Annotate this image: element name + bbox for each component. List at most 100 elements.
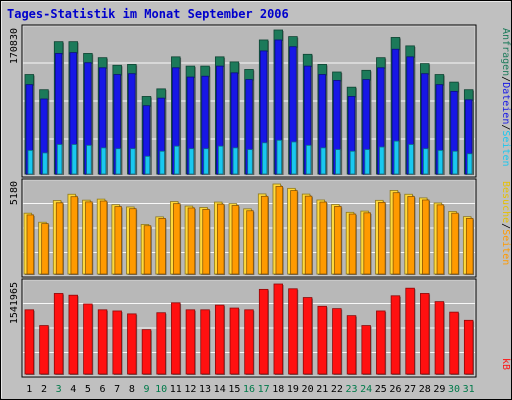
bar-kb [171, 302, 181, 375]
legend-besuche: Besuche [500, 181, 511, 223]
day-label: 27 [404, 384, 416, 395]
bar-seiten-mid [378, 202, 386, 275]
legend-separator: / [500, 124, 511, 130]
bottom-chart-max-label: 1541965 [9, 282, 20, 324]
day-label: 6 [100, 384, 106, 395]
day-label: 15 [228, 384, 240, 395]
bar-seiten [144, 155, 151, 175]
day-label: 8 [129, 384, 135, 395]
day-label: 21 [316, 384, 328, 395]
legend-anfragen: Anfragen [500, 28, 511, 76]
day-label: 11 [170, 384, 182, 395]
bar-seiten-mid [334, 206, 342, 275]
bar-seiten-mid [41, 223, 49, 275]
bar-seiten-mid [363, 212, 371, 275]
bar-seiten [437, 149, 444, 175]
bar-kb [156, 312, 166, 375]
bar-kb [449, 311, 459, 375]
day-label: 25 [375, 384, 387, 395]
legend-separator: / [500, 76, 511, 82]
bar-seiten-mid [187, 207, 196, 275]
chart-title: Tages-Statistik im Monat September 2006 [7, 7, 289, 21]
bar-seiten [130, 148, 136, 175]
bar-seiten [42, 152, 48, 175]
bar-kb [361, 325, 371, 375]
bar-kb [127, 313, 137, 375]
bar-seiten-mid [231, 205, 240, 275]
bar-seiten-mid [392, 192, 401, 275]
bar-seiten [349, 150, 356, 175]
bar-seiten-mid [99, 200, 108, 275]
day-label: 14 [214, 384, 226, 395]
bar-seiten [379, 146, 385, 175]
bar-seiten-mid [348, 213, 357, 275]
bar-kb [141, 329, 152, 375]
day-label: 1 [26, 384, 32, 395]
bar-kb [390, 295, 401, 375]
bar-seiten-mid [26, 214, 35, 275]
day-label: 9 [143, 384, 149, 395]
bar-kb [97, 309, 108, 375]
bar-seiten [276, 139, 283, 175]
bar-seiten-mid [85, 201, 93, 275]
top-chart-legend: Anfragen/Dateien/Seiten [500, 28, 511, 167]
bar-seiten [86, 144, 92, 175]
bar-seiten-mid [465, 218, 474, 275]
bar-seiten-mid [246, 210, 254, 275]
middle-chart-panel [21, 178, 477, 278]
day-label: 20 [302, 384, 314, 395]
day-label: 24 [360, 384, 372, 395]
bar-kb [273, 283, 284, 375]
top-chart-panel [21, 24, 477, 178]
bar-kb [332, 308, 342, 375]
day-label: 18 [272, 384, 284, 395]
legend-seiten-mid: Seiten [500, 229, 511, 265]
bar-seiten-mid [55, 202, 64, 275]
day-label: 12 [184, 384, 196, 395]
day-label: 28 [419, 384, 431, 395]
day-label: 31 [463, 384, 475, 395]
bar-seiten-mid [304, 195, 313, 275]
bar-kb [200, 309, 210, 375]
day-label: 26 [389, 384, 401, 395]
bar-seiten-mid [451, 212, 459, 275]
bar-kb [258, 288, 269, 375]
bar-seiten [27, 149, 34, 175]
day-label: 17 [258, 384, 270, 395]
bar-kb [39, 325, 49, 375]
bottom-chart-panel [21, 278, 477, 378]
bar-seiten-mid [143, 225, 152, 275]
bar-kb [302, 297, 313, 375]
bar-seiten [364, 149, 370, 175]
bar-seiten [291, 141, 297, 175]
day-label: 5 [85, 384, 91, 395]
day-label: 23 [345, 384, 357, 395]
bar-seiten [261, 142, 268, 175]
bar-seiten-mid [290, 190, 298, 275]
bar-kb [420, 293, 430, 375]
bar-seiten [217, 145, 224, 175]
bar-seiten [159, 150, 165, 175]
bar-seiten-mid [319, 201, 327, 275]
middle-chart-max-label: 5180 [9, 181, 20, 205]
bar-kb [83, 303, 93, 375]
bar-seiten [408, 144, 414, 175]
bar-kb [244, 309, 254, 375]
bar-seiten [305, 144, 312, 175]
top-chart-max-label: 170830 [9, 28, 20, 64]
bottom-chart-legend: kB [500, 358, 511, 370]
bar-kb [229, 307, 240, 375]
bar-seiten-mid [407, 196, 415, 275]
bar-seiten-mid [114, 206, 122, 275]
legend-separator: / [500, 223, 511, 229]
bar-kb [346, 315, 357, 375]
day-label: 22 [331, 384, 343, 395]
bar-kb [185, 309, 196, 375]
day-label: 7 [114, 384, 120, 395]
bar-seiten-mid [158, 218, 166, 275]
day-label: 13 [199, 384, 211, 395]
bar-seiten-mid [275, 186, 284, 275]
bar-seiten [174, 145, 180, 175]
bar-kb [463, 319, 474, 375]
